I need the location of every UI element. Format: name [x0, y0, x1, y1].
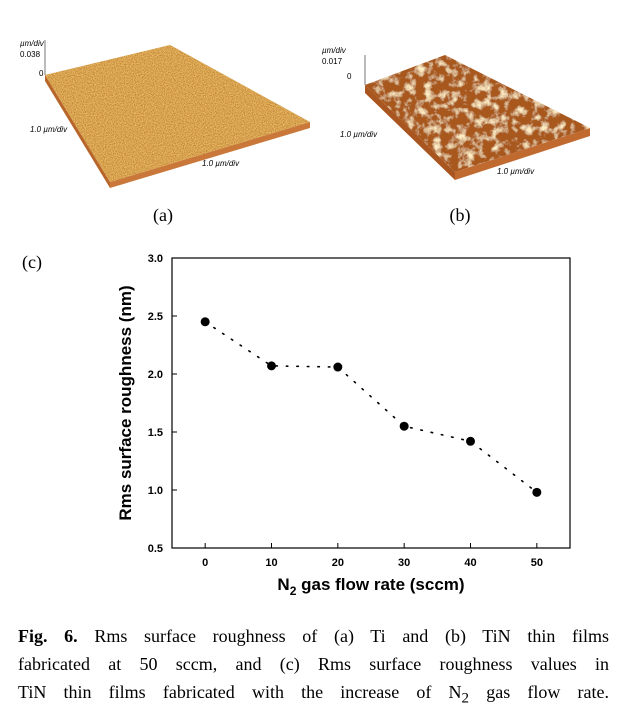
caption: Fig. 6. Rms surface roughness of (a) Ti …	[18, 622, 609, 713]
caption-text: Rms surface roughness of (a) Ti and (b) …	[77, 626, 609, 646]
data-point	[532, 487, 542, 497]
y-tick-label: 1.5	[148, 427, 163, 439]
x-tick-label: 30	[398, 557, 410, 569]
caption-sub: 2	[461, 690, 470, 707]
x-scale: 1.0 µm/div	[202, 159, 240, 168]
y-tick-label: 0.5	[148, 543, 163, 555]
x-axis-label: N2 gas flow rate (sccm)	[277, 575, 464, 598]
data-point	[399, 421, 409, 431]
data-point	[333, 362, 343, 372]
panel-label: (b)	[450, 205, 471, 226]
unit: µm/div	[20, 39, 45, 48]
y-axis-label: Rms surface roughness (nm)	[116, 285, 135, 520]
x-tick-label: 10	[265, 557, 277, 569]
caption-text: TiN thin films fabricated with the incre…	[18, 682, 462, 702]
z-zero: 0	[347, 72, 352, 81]
z-zero: 0	[39, 69, 44, 78]
caption-text: gas flow rate.	[469, 682, 609, 702]
caption-text: fabricated at 50 sccm, and (c) Rms surfa…	[18, 654, 609, 674]
x-tick-label: 20	[332, 557, 344, 569]
x-scale: 1.0 µm/div	[497, 167, 535, 176]
plot-frame	[171, 257, 571, 549]
figure: µm/div 0.038 0 1.0 µm/div 1.0 µm/div (a)…	[20, 39, 590, 598]
panel-label: (a)	[153, 205, 173, 226]
y-scale: 1.0 µm/div	[30, 125, 68, 134]
afm-side	[110, 122, 310, 188]
z-max: 0.038	[20, 50, 41, 59]
caption-label: Fig. 6.	[18, 626, 78, 646]
afm-side	[45, 75, 110, 188]
data-point	[267, 361, 276, 371]
series-line	[204, 321, 538, 494]
x-tick-label: 0	[202, 557, 208, 569]
caption-line: fabricated at 50 sccm, and (c) Rms surfa…	[18, 650, 609, 678]
y-tick-label: 2.5	[148, 311, 163, 323]
y-tick-label: 3.0	[148, 253, 163, 265]
data-point	[466, 436, 475, 446]
caption-line: TiN thin films fabricated with the incre…	[18, 678, 609, 713]
unit: µm/div	[322, 46, 347, 55]
x-tick-label: 50	[531, 557, 543, 569]
afm-side	[365, 85, 455, 180]
caption-line: Fig. 6. Rms surface roughness of (a) Ti …	[18, 622, 609, 650]
y-scale: 1.0 µm/div	[340, 130, 378, 139]
afm-side	[455, 128, 590, 180]
x-tick-label: 40	[464, 557, 476, 569]
y-tick-label: 1.0	[148, 485, 163, 497]
afm-surface	[45, 45, 310, 182]
z-max: 0.017	[322, 57, 343, 66]
data-point	[200, 317, 210, 327]
afm-surface	[365, 55, 590, 172]
y-tick-label: 2.0	[148, 369, 163, 381]
panel-label: (c)	[22, 252, 42, 273]
